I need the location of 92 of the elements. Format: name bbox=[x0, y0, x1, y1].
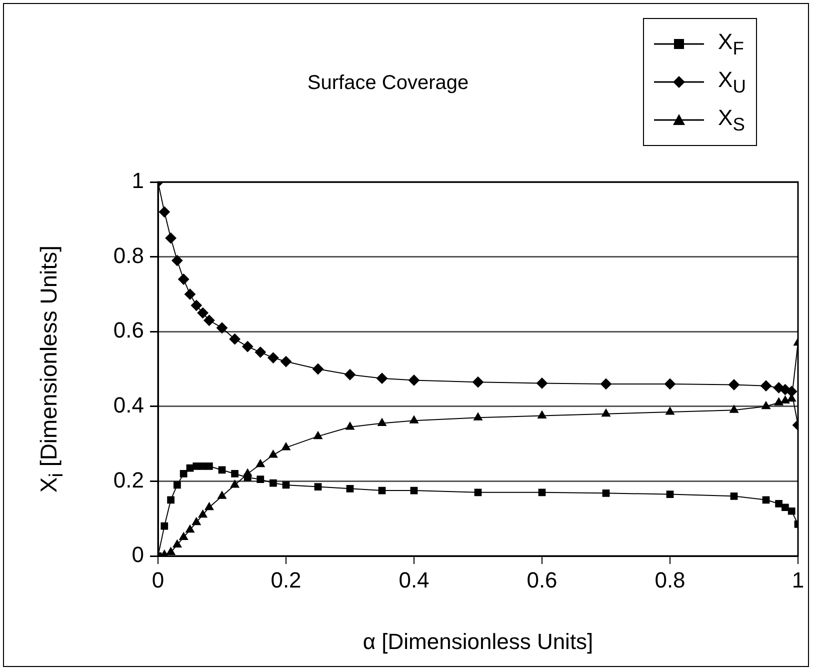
x-tick-label: 0.8 bbox=[654, 567, 686, 592]
point bbox=[730, 492, 738, 500]
point bbox=[762, 496, 770, 504]
x-tick-label: 0 bbox=[152, 567, 164, 592]
point bbox=[410, 416, 418, 424]
point bbox=[666, 490, 674, 498]
point bbox=[229, 334, 240, 345]
point bbox=[216, 322, 228, 334]
point bbox=[254, 346, 266, 358]
y-tick-label: 0.4 bbox=[113, 392, 144, 418]
point bbox=[244, 474, 252, 482]
point bbox=[314, 431, 322, 440]
point bbox=[160, 522, 168, 530]
point bbox=[728, 379, 740, 390]
point bbox=[165, 232, 176, 244]
point bbox=[775, 500, 782, 508]
point bbox=[282, 481, 290, 489]
point bbox=[206, 462, 213, 470]
x-tick-label: 0.6 bbox=[526, 567, 558, 592]
point bbox=[180, 470, 188, 478]
point bbox=[312, 364, 324, 374]
point bbox=[378, 418, 386, 426]
point bbox=[376, 372, 388, 384]
y-tick-label: 0.6 bbox=[113, 318, 144, 343]
y-tick-label: 0 bbox=[132, 542, 144, 568]
point bbox=[378, 486, 386, 494]
point bbox=[602, 408, 610, 417]
point bbox=[231, 470, 238, 478]
x-tick-label: 0.2 bbox=[270, 567, 302, 592]
point bbox=[760, 380, 772, 392]
point bbox=[782, 504, 789, 512]
point bbox=[158, 206, 170, 218]
point bbox=[218, 491, 226, 499]
point bbox=[270, 479, 277, 487]
point bbox=[179, 532, 188, 540]
x-tick-label: 0.4 bbox=[398, 567, 430, 592]
point bbox=[788, 507, 796, 515]
point bbox=[172, 255, 183, 266]
point bbox=[186, 524, 194, 533]
y-tick-label: 0.2 bbox=[113, 467, 144, 492]
point bbox=[538, 410, 546, 418]
point bbox=[600, 378, 612, 390]
x-tick-label: 1 bbox=[792, 567, 804, 592]
point bbox=[344, 369, 356, 380]
point bbox=[268, 450, 278, 458]
y-tick-label: 1 bbox=[132, 168, 144, 194]
point bbox=[786, 386, 798, 397]
point bbox=[167, 496, 174, 504]
point bbox=[346, 485, 354, 492]
point bbox=[199, 462, 206, 470]
point bbox=[178, 274, 190, 285]
point bbox=[730, 405, 738, 413]
point bbox=[190, 300, 202, 311]
point bbox=[474, 488, 482, 496]
y-tick-label: 0.8 bbox=[113, 242, 144, 268]
point bbox=[666, 407, 674, 415]
point bbox=[472, 376, 484, 388]
point bbox=[256, 459, 265, 468]
point bbox=[184, 288, 196, 300]
x-axis-title: α [Dimensionless Units] bbox=[362, 628, 594, 654]
point bbox=[762, 401, 770, 410]
point bbox=[204, 502, 214, 510]
point bbox=[198, 510, 208, 518]
point bbox=[172, 540, 182, 548]
point bbox=[218, 466, 226, 474]
point bbox=[268, 352, 279, 364]
point bbox=[346, 422, 354, 430]
point bbox=[192, 517, 201, 526]
point bbox=[408, 374, 420, 386]
point bbox=[774, 398, 784, 406]
point bbox=[174, 481, 181, 489]
point bbox=[204, 314, 215, 326]
point bbox=[410, 486, 418, 494]
point bbox=[780, 396, 790, 404]
point bbox=[536, 378, 548, 389]
point bbox=[192, 462, 200, 470]
chart-title: Surface Coverage bbox=[306, 72, 470, 95]
point bbox=[314, 483, 322, 490]
point bbox=[230, 480, 240, 488]
point bbox=[197, 307, 208, 318]
legend-label: X$_{U}$ bbox=[718, 66, 746, 98]
point bbox=[280, 356, 292, 368]
point bbox=[538, 488, 546, 496]
point bbox=[242, 341, 254, 352]
point bbox=[664, 378, 676, 390]
point bbox=[602, 489, 610, 497]
legend-label: X$_{F}$ bbox=[718, 28, 744, 60]
point bbox=[166, 547, 176, 556]
legend-label: X$_{S}$ bbox=[718, 104, 745, 136]
point bbox=[282, 442, 290, 450]
point bbox=[474, 412, 482, 420]
point bbox=[256, 476, 264, 484]
